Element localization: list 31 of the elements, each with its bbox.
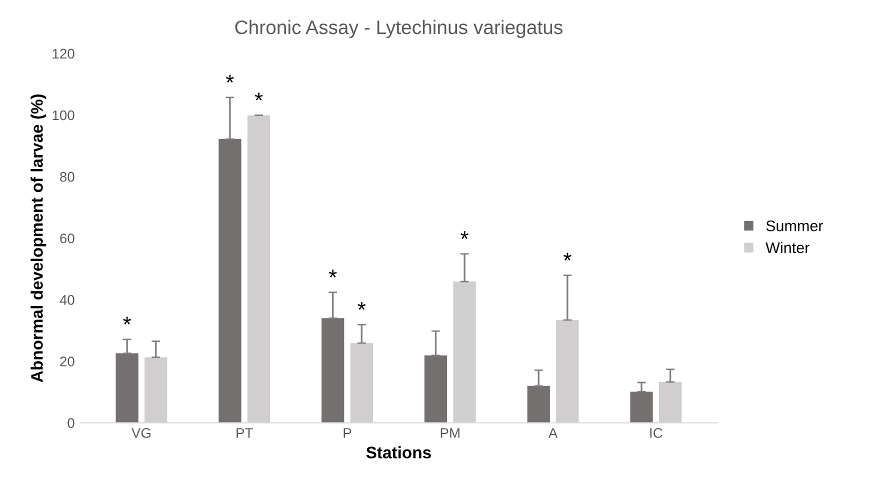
bar (116, 353, 138, 423)
x-tick-label: A (548, 428, 558, 438)
bar (527, 386, 550, 423)
y-axis-title: Abnormal development of larvae (%) (30, 94, 46, 382)
chart-title: Chronic Assay - Lytechinus variegatus (235, 20, 562, 38)
x-tick-label: P (344, 428, 352, 438)
bar (218, 139, 242, 423)
x-tick-label: PT (236, 428, 253, 438)
y-tick-label: 0 (68, 418, 74, 428)
data-label: * (123, 316, 132, 325)
data-label: * (226, 74, 234, 83)
legend-label: Summer (766, 220, 824, 232)
x-tick-label: VG (132, 428, 150, 438)
y-tick-label: 120 (52, 48, 74, 59)
y-tick-label: 20 (60, 356, 74, 366)
data-label: * (358, 302, 366, 310)
y-tick-label: 60 (60, 233, 74, 244)
y-tick-label: 80 (60, 172, 74, 182)
y-tick-label: 100 (52, 110, 74, 120)
data-label: * (254, 92, 263, 100)
x-axis-title: Stations (366, 446, 431, 458)
y-tick-label: 40 (60, 295, 74, 305)
data-label: * (460, 231, 469, 239)
x-tick-label: PM (440, 428, 460, 438)
legend-label: Winter (766, 242, 810, 254)
data-label: * (328, 270, 337, 278)
x-tick-label: IC (650, 428, 662, 438)
bar (630, 392, 653, 423)
bar (424, 355, 448, 423)
bar (322, 318, 344, 423)
data-label: * (563, 252, 572, 261)
